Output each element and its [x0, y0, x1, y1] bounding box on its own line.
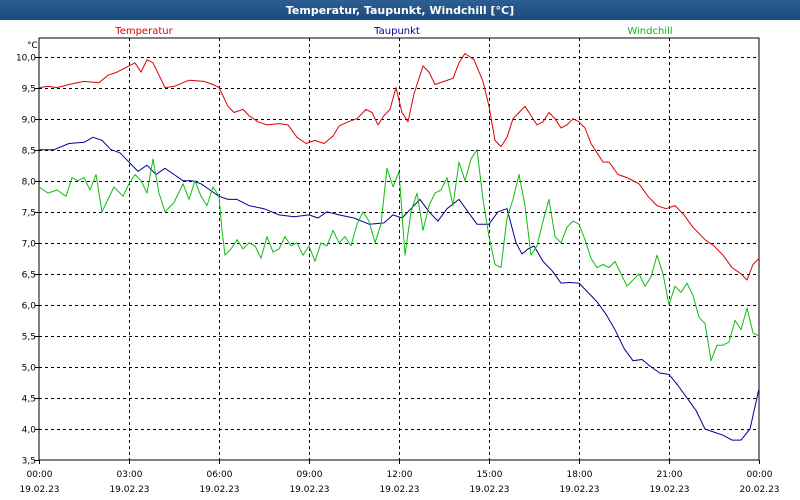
y-tick-label: 3,5: [22, 457, 36, 467]
legend: Temperatur Taupunkt Windchill: [114, 26, 672, 37]
y-tick-label: 5,0: [22, 364, 37, 374]
series-lines: [38, 53, 760, 441]
y-tick-label: 7,0: [22, 240, 37, 250]
x-tick-time-label: 18:00: [567, 470, 593, 480]
y-axis-label: °C: [27, 41, 38, 51]
x-tick-time-label: 15:00: [477, 470, 503, 480]
y-axis-ticks: 3,5 4,0 4,5 5,0 5,5 6,0 6,5 7,0 7,5 8,0 8,5 9,0 9,5 1…: [16, 54, 39, 467]
x-tick-date-label: 19.02.23: [109, 485, 149, 495]
series-line-taupunkt: [39, 136, 760, 441]
x-tick-date-label: 19.02.23: [469, 485, 509, 495]
y-tick-label: 8,5: [22, 147, 36, 157]
y-tick-label: 8,0: [22, 178, 37, 188]
x-tick-date-label: 19.02.23: [379, 485, 419, 495]
x-tick-date-label: 19.02.23: [559, 485, 599, 495]
y-tick-label: 4,0: [22, 426, 37, 436]
x-tick-time-label: 09:00: [297, 470, 323, 480]
y-tick-label: 7,5: [22, 209, 36, 219]
x-tick-date-label: 19.02.23: [199, 485, 239, 495]
legend-entry-windchill: Windchill: [627, 26, 672, 37]
x-tick-time-label: 00:00: [747, 470, 773, 480]
x-tick-date-label: 19.02.23: [649, 485, 689, 495]
y-tick-label: 10,0: [16, 54, 36, 64]
x-tick-date-label: 19.02.23: [19, 485, 59, 495]
x-tick-time-label: 21:00: [657, 470, 683, 480]
x-tick-time-label: 03:00: [117, 470, 143, 480]
y-tick-label: 6,5: [22, 271, 36, 281]
y-tick-label: 4,5: [22, 395, 36, 405]
x-tick-time-label: 06:00: [207, 470, 233, 480]
legend-entry-taupunkt: Taupunkt: [373, 26, 420, 37]
series-line-temperatur: [38, 53, 760, 281]
x-tick-time-label: 00:00: [27, 470, 53, 480]
x-tick-date-label: 19.02.23: [289, 485, 329, 495]
y-tick-label: 5,5: [22, 333, 36, 343]
chart-title: Temperatur, Taupunkt, Windchill [°C]: [0, 0, 800, 20]
x-tick-time-label: 12:00: [387, 470, 413, 480]
series-line-windchill: [38, 149, 760, 362]
grid-lines: [39, 38, 759, 460]
x-axis-ticks: 00:00 19.02.23 03:00 19.02.23 06:00 19.02.23 0…: [19, 460, 780, 495]
y-tick-label: 9,5: [22, 85, 36, 95]
y-tick-label: 9,0: [22, 116, 37, 126]
legend-entry-temperatur: Temperatur: [114, 26, 173, 37]
y-tick-label: 6,0: [22, 302, 37, 312]
x-tick-date-label: 20.02.23: [739, 485, 779, 495]
